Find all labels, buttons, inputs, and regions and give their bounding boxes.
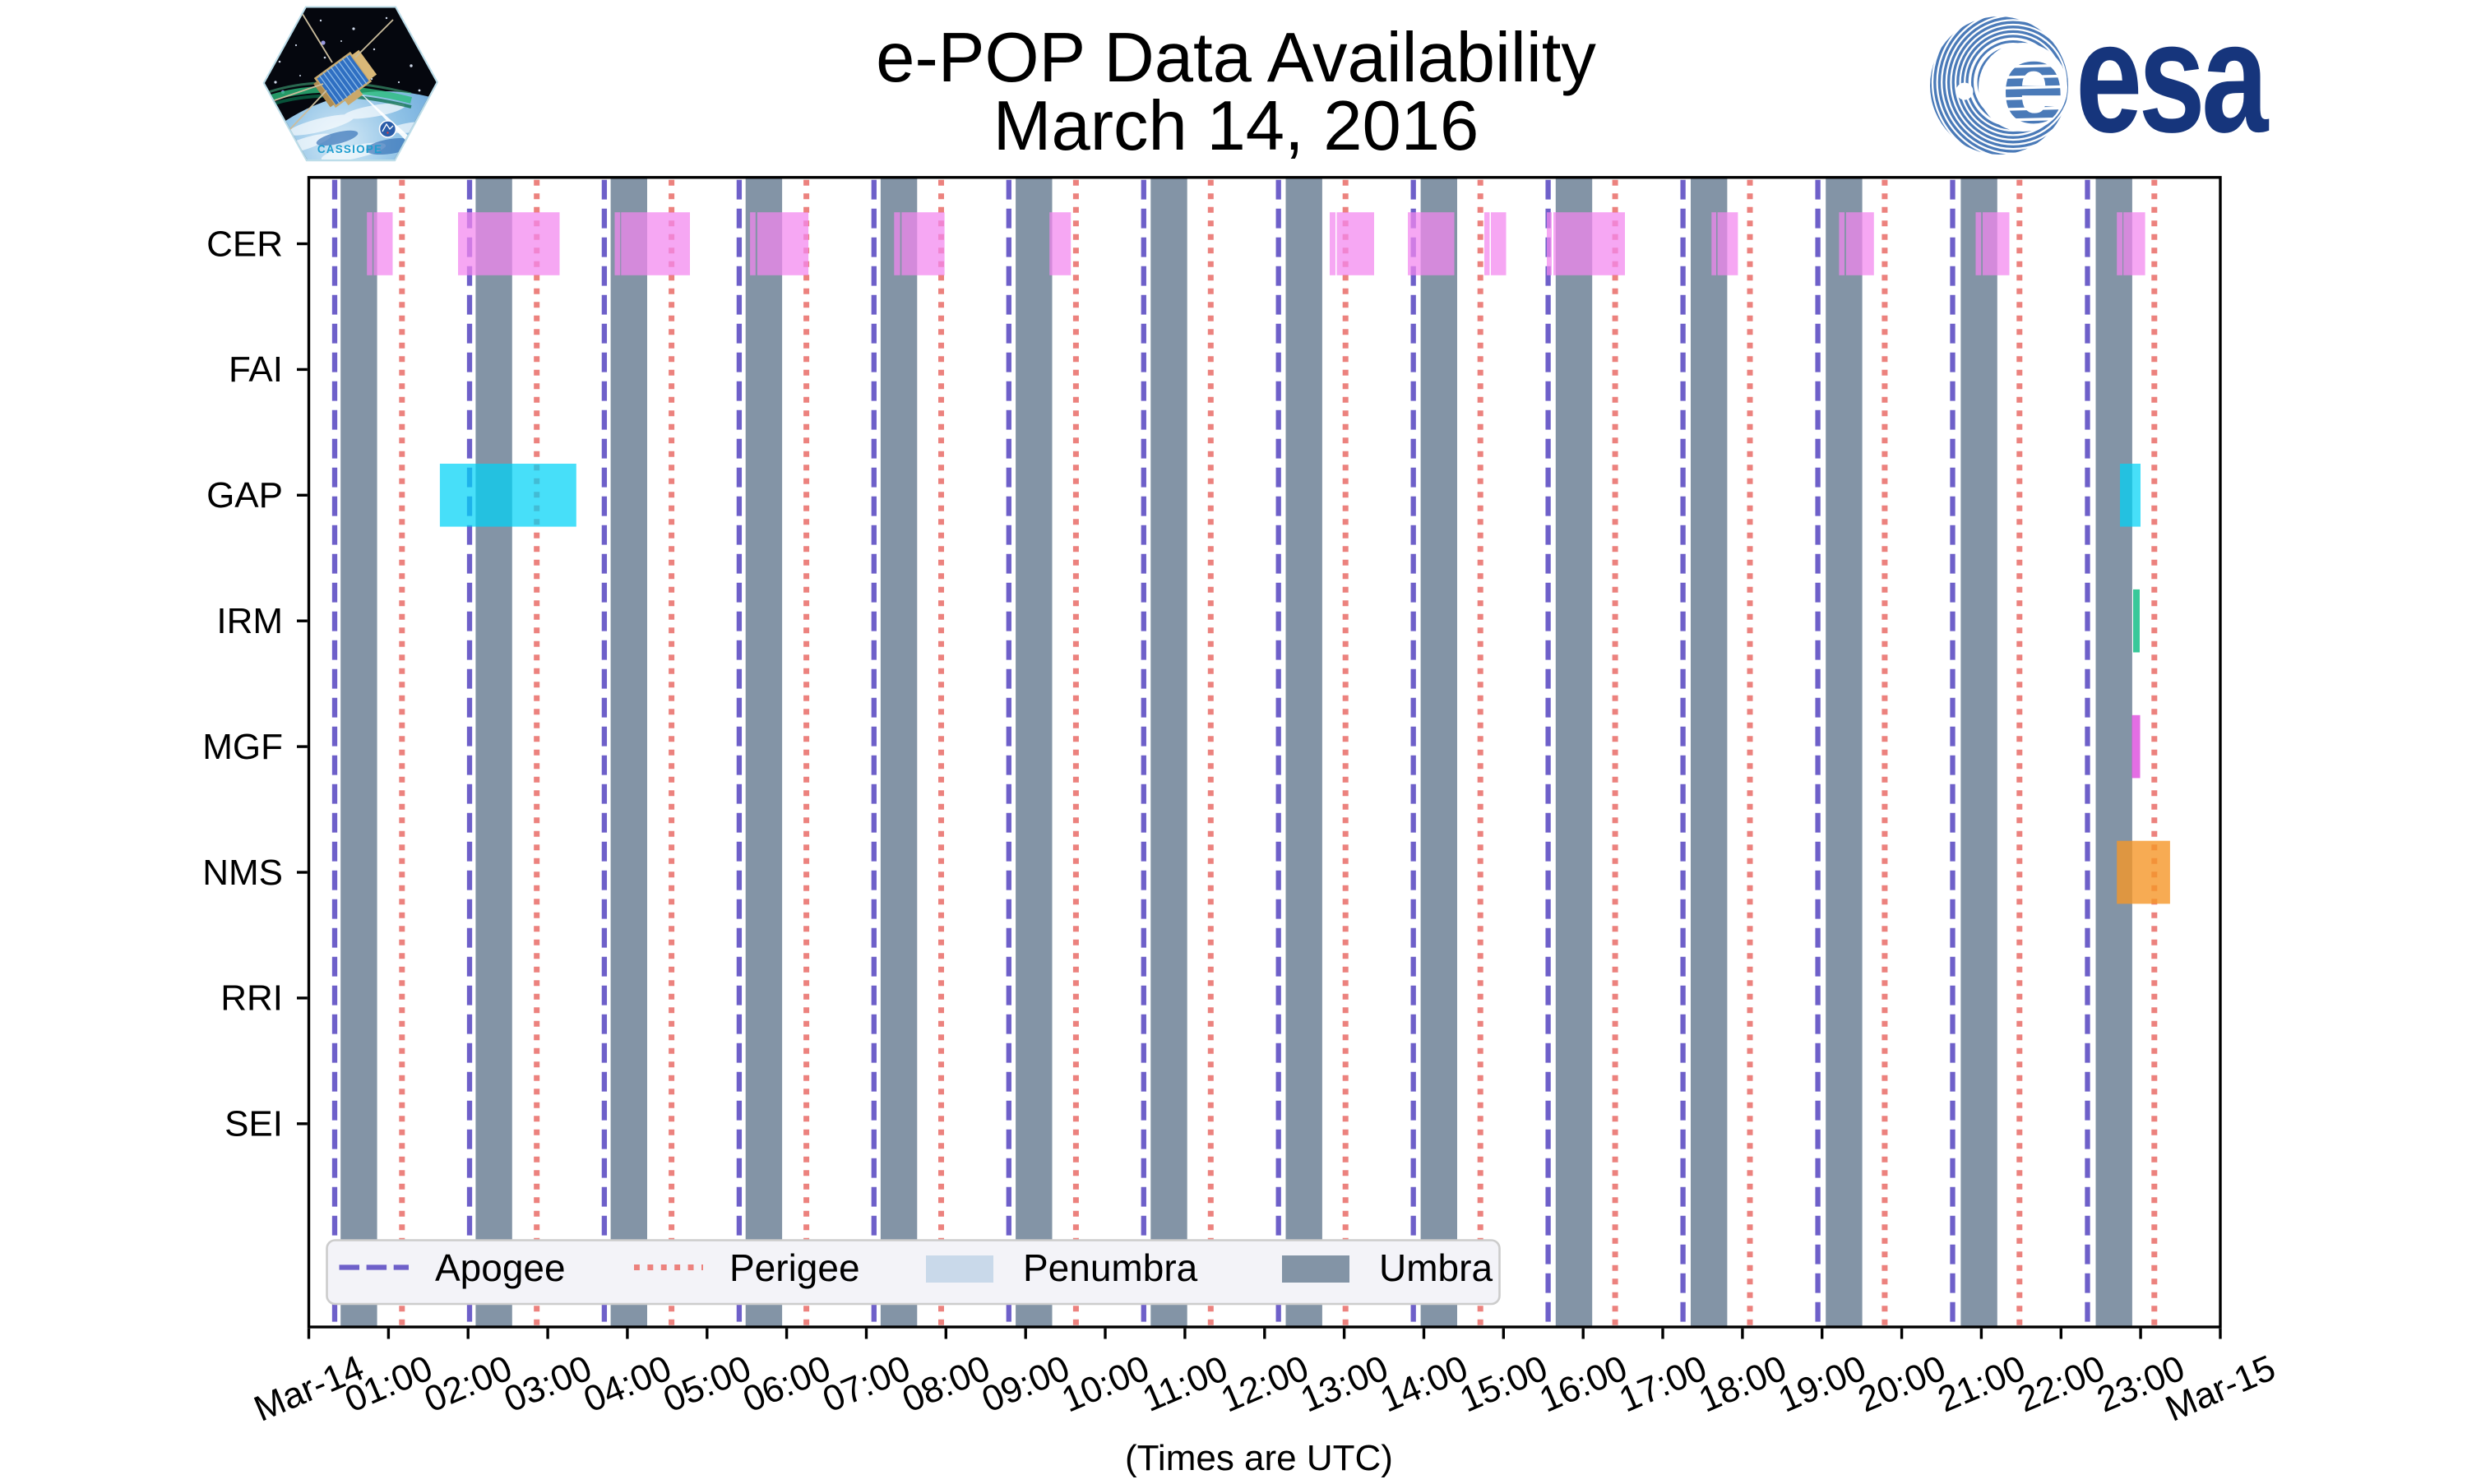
- svg-text:GAP: GAP: [206, 475, 283, 515]
- svg-text:(Times are UTC): (Times are UTC): [1125, 1438, 1393, 1478]
- svg-text:March 14, 2016: March 14, 2016: [993, 87, 1479, 165]
- svg-text:Penumbra: Penumbra: [1023, 1246, 1198, 1289]
- svg-text:Umbra: Umbra: [1379, 1246, 1493, 1289]
- svg-text:CASSIOPE: CASSIOPE: [317, 143, 382, 155]
- svg-text:FAI: FAI: [229, 349, 283, 390]
- svg-text:SEI: SEI: [224, 1104, 283, 1144]
- svg-text:Perigee: Perigee: [729, 1246, 860, 1289]
- svg-text:IRM: IRM: [216, 601, 283, 641]
- svg-text:RRI: RRI: [220, 978, 283, 1019]
- svg-text:MGF: MGF: [202, 727, 283, 767]
- svg-text:NMS: NMS: [202, 853, 283, 893]
- svg-text:Apogee: Apogee: [435, 1246, 566, 1289]
- svg-text:esa: esa: [2076, 0, 2269, 166]
- svg-text:CER: CER: [206, 224, 283, 264]
- svg-text:e-POP Data Availability: e-POP Data Availability: [876, 19, 1596, 97]
